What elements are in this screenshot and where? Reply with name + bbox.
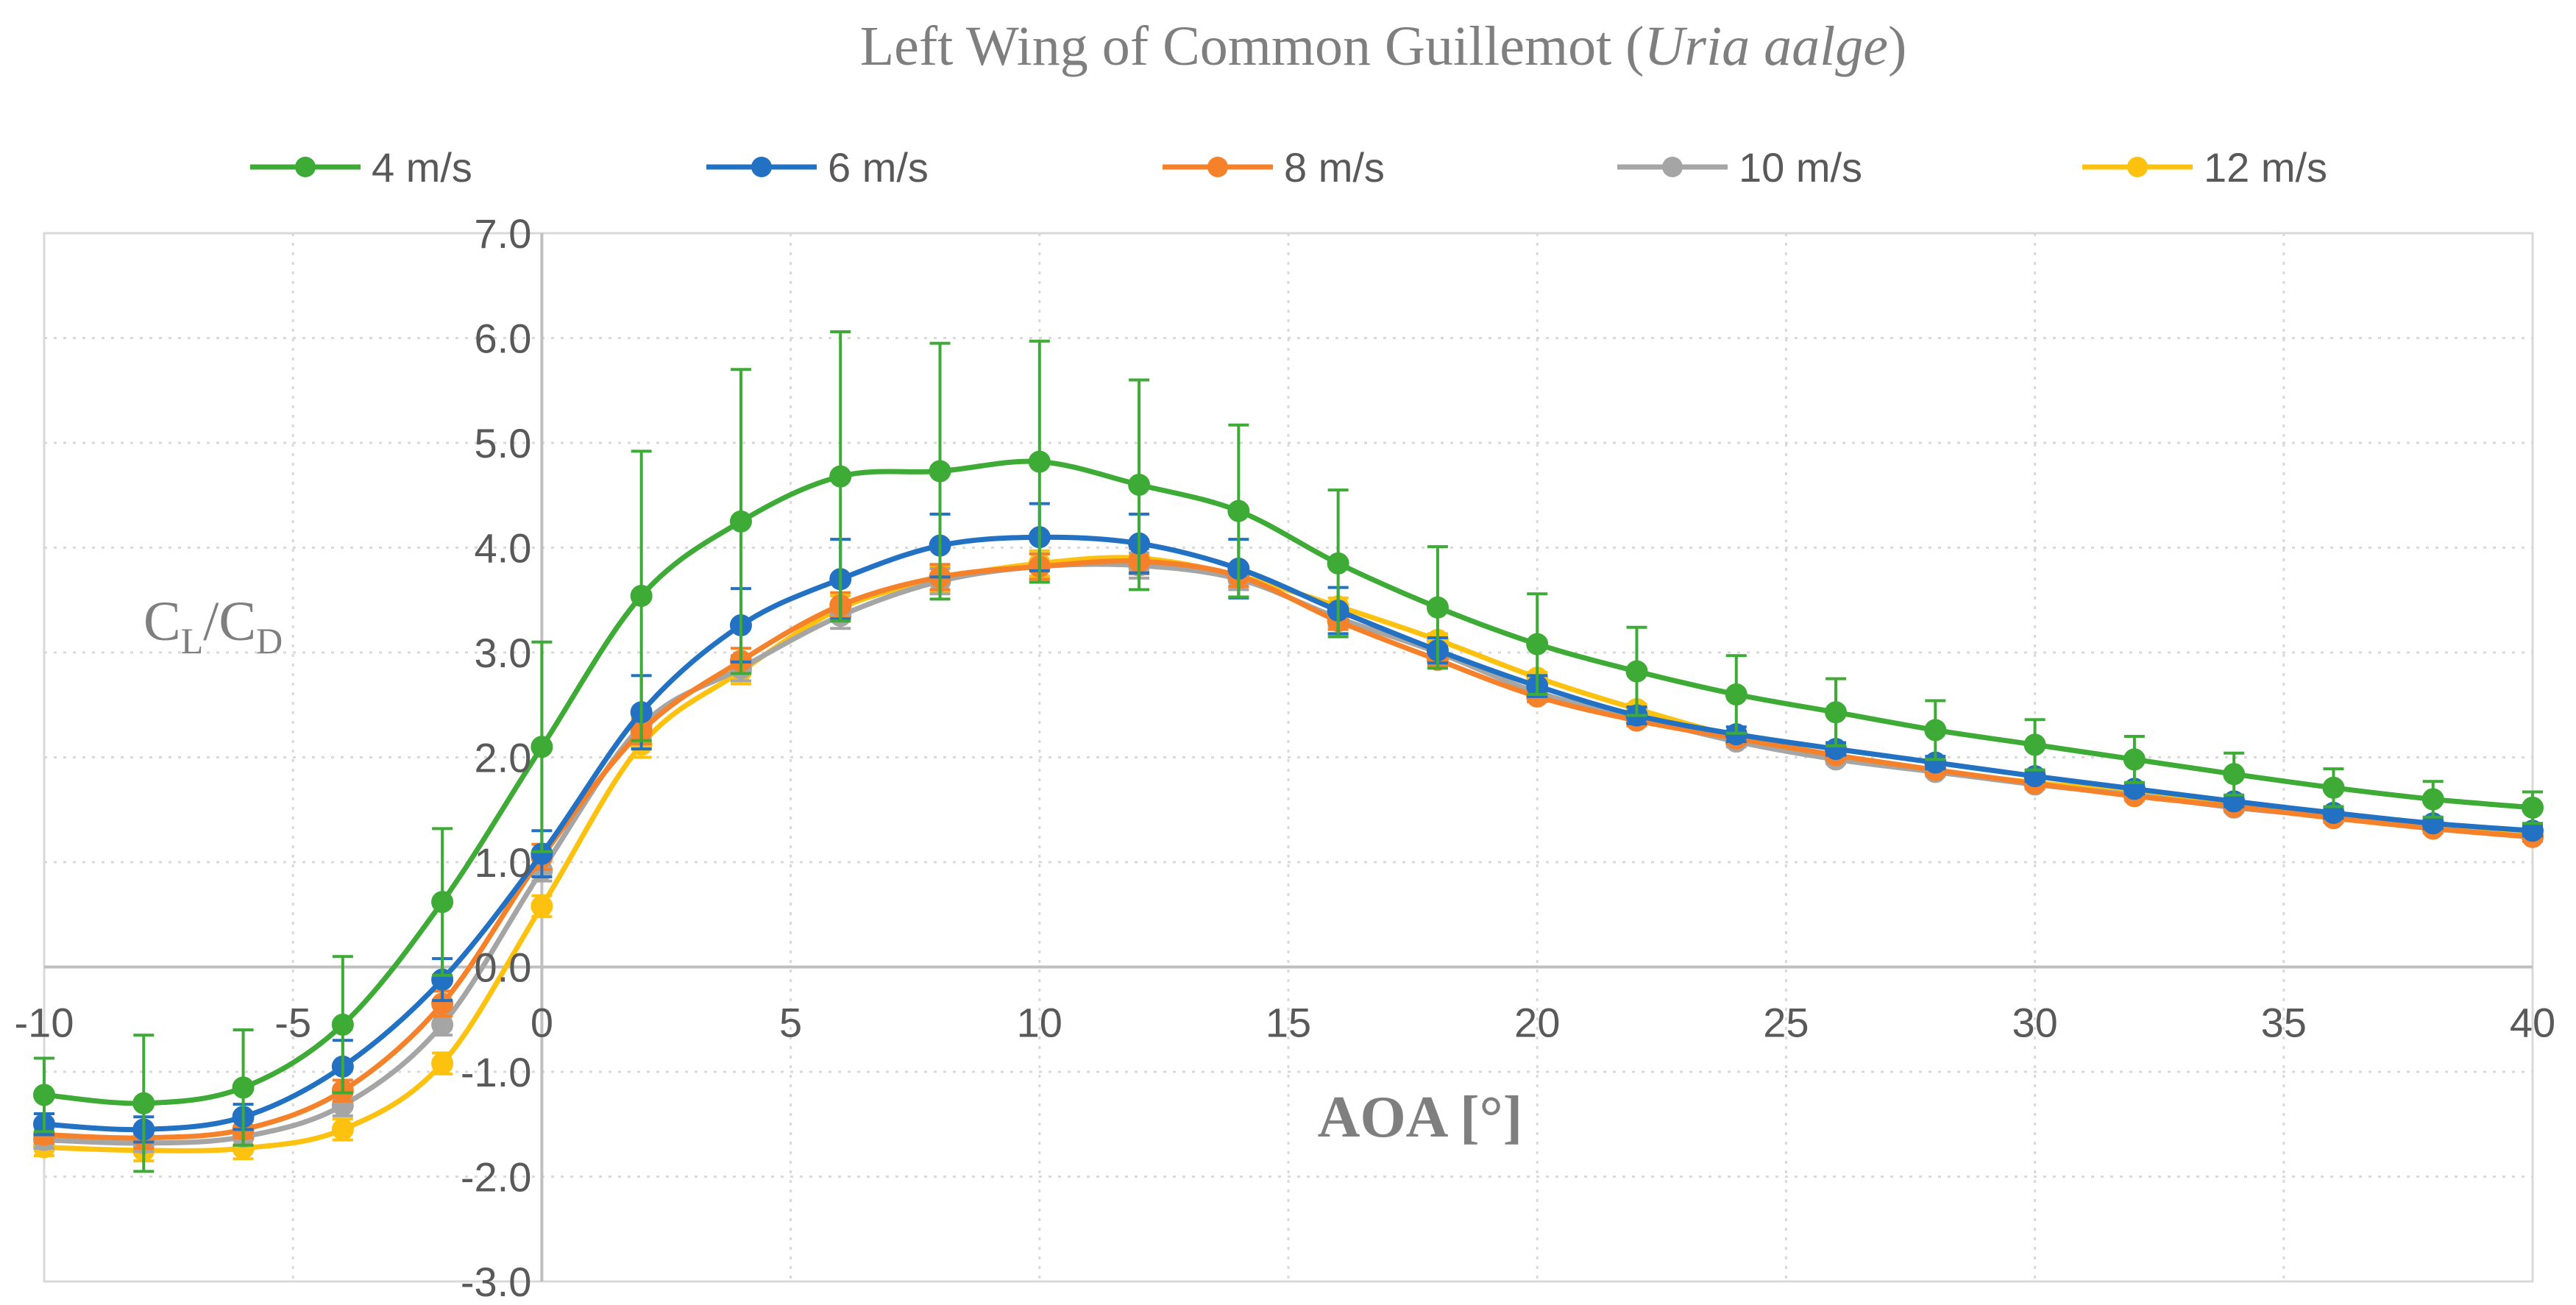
x-tick-label: 35 xyxy=(2261,1000,2307,1046)
y-tick-label: 2.0 xyxy=(475,735,532,781)
legend-item: 6 m/s xyxy=(706,144,929,191)
legend-swatch-marker xyxy=(751,157,772,177)
y-tick-label: -3.0 xyxy=(461,1259,532,1305)
y-tick-label: -1.0 xyxy=(461,1049,532,1095)
legend-swatch-marker xyxy=(295,157,316,177)
x-tick-label: -5 xyxy=(274,1000,311,1046)
legend-item: 8 m/s xyxy=(1163,144,1385,191)
data-point xyxy=(531,895,553,917)
data-point xyxy=(2322,776,2345,799)
y-tick-label: -2.0 xyxy=(461,1154,532,1201)
y-axis-label-main: C xyxy=(143,591,181,652)
chart-title-suffix: ) xyxy=(1888,15,1906,77)
legend-swatch-marker xyxy=(1662,157,1683,177)
data-point xyxy=(1924,719,1947,742)
data-point xyxy=(1128,474,1151,496)
data-point xyxy=(2123,748,2146,771)
data-point xyxy=(630,585,653,608)
x-tick-label: -10 xyxy=(15,1000,74,1046)
data-point xyxy=(2023,733,2046,756)
data-point xyxy=(1725,683,1748,705)
data-point xyxy=(331,1118,354,1141)
data-point xyxy=(729,510,752,533)
y-tick-label: 0.0 xyxy=(475,945,532,991)
x-tick-label: 0 xyxy=(531,1000,553,1046)
data-point xyxy=(431,891,454,914)
x-tick-label: 25 xyxy=(1763,1000,1809,1046)
chart-title: Left Wing of Common Guillemot (Uria aalg… xyxy=(860,15,1907,77)
legend-label: 6 m/s xyxy=(828,144,929,191)
legend-swatch-marker xyxy=(2127,157,2148,177)
data-point xyxy=(132,1092,155,1114)
x-tick-label: 10 xyxy=(1017,1000,1062,1046)
data-point xyxy=(331,1013,354,1036)
legend-item: 10 m/s xyxy=(1617,144,1862,191)
x-tick-label: 15 xyxy=(1266,1000,1311,1046)
legend-item: 12 m/s xyxy=(2082,144,2327,191)
data-point xyxy=(1825,701,1848,724)
y-axis-label: CL/CD xyxy=(143,591,283,661)
series-12-m-s xyxy=(33,544,2544,1163)
legend-label: 12 m/s xyxy=(2204,144,2327,191)
x-tick-label: 40 xyxy=(2510,1000,2555,1046)
data-point xyxy=(232,1076,255,1099)
data-point xyxy=(1227,499,1250,522)
x-axis-label: AOA [°] xyxy=(1318,1085,1523,1150)
y-axis-label-slash: /C xyxy=(203,591,256,652)
y-axis-label-sub-l: L xyxy=(181,620,204,661)
x-tick-label: 20 xyxy=(1514,1000,1560,1046)
data-point xyxy=(431,1052,454,1075)
data-point xyxy=(531,736,553,758)
data-point xyxy=(1526,633,1549,655)
y-tick-label: 4.0 xyxy=(475,525,532,572)
data-point xyxy=(33,1084,55,1106)
data-point xyxy=(1327,552,1349,575)
data-point xyxy=(1028,450,1051,473)
legend-swatch-marker xyxy=(1207,157,1228,177)
series-layer xyxy=(33,330,2544,1173)
y-tick-label: 5.0 xyxy=(475,420,532,466)
y-tick-label: 3.0 xyxy=(475,630,532,676)
y-tick-label: 6.0 xyxy=(475,316,532,362)
data-point xyxy=(1426,596,1449,619)
data-point xyxy=(1625,660,1648,683)
data-point xyxy=(2522,796,2544,819)
x-tick-label: 30 xyxy=(2012,1000,2057,1046)
series-10-m-s xyxy=(33,551,2544,1154)
legend-label: 4 m/s xyxy=(372,144,472,191)
data-point xyxy=(929,460,951,483)
legend-layer: 4 m/s 6 m/s 8 m/s 10 m/s 12 m/s xyxy=(250,144,2327,191)
x-tick-label: 5 xyxy=(779,1000,802,1046)
data-point xyxy=(2223,763,2246,786)
y-tick-label: 7.0 xyxy=(475,210,532,257)
chart-title-italic: Uria aalge xyxy=(1644,15,1888,77)
tick-layer: -10 -5 0 5 10 15 20 25 30 35 40 -3.0 -2.0 -1.0 0.0 1.0 2… xyxy=(15,210,2556,1305)
y-axis-label-sub-d: D xyxy=(256,620,283,661)
legend-label: 10 m/s xyxy=(1739,144,1862,191)
legend-label: 8 m/s xyxy=(1284,144,1385,191)
grid-layer xyxy=(44,233,2533,1281)
y-tick-label: 1.0 xyxy=(475,839,532,886)
data-point xyxy=(2421,788,2444,811)
chart-title-main: Left Wing of Common Guillemot ( xyxy=(860,15,1644,77)
legend-item: 4 m/s xyxy=(250,144,472,191)
data-point xyxy=(829,465,852,488)
series-4-m-s xyxy=(33,330,2544,1173)
